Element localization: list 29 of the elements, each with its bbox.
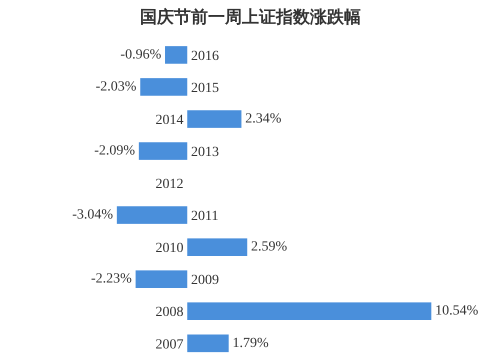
y-tick-label: 2007 bbox=[155, 337, 184, 352]
data-label: 2.59% bbox=[250, 240, 288, 255]
y-tick-label: 2014 bbox=[155, 113, 184, 128]
y-tick-label: 2011 bbox=[191, 209, 219, 224]
data-label: -0.96% bbox=[120, 47, 162, 62]
y-tick-label: 2009 bbox=[191, 273, 220, 288]
bar bbox=[138, 142, 188, 160]
data-label: 2.34% bbox=[245, 112, 282, 127]
y-tick-label: 2016 bbox=[191, 48, 220, 64]
bar bbox=[165, 46, 188, 64]
bar bbox=[187, 302, 432, 320]
bar bbox=[140, 78, 188, 96]
y-tick-label: 2008 bbox=[155, 305, 184, 320]
y-tick-label: 2015 bbox=[191, 80, 220, 96]
data-label: -3.04% bbox=[72, 208, 114, 223]
data-label: -2.09% bbox=[94, 144, 136, 159]
bar bbox=[187, 110, 242, 128]
data-label: -2.23% bbox=[91, 272, 132, 287]
bar bbox=[187, 334, 229, 352]
y-tick-label: 2012 bbox=[155, 177, 184, 192]
data-label: 1.79% bbox=[232, 336, 269, 351]
chart-title: 国庆节前一周上证指数涨跌幅 bbox=[140, 8, 361, 28]
bar bbox=[116, 206, 188, 224]
data-label: 10.54% bbox=[435, 304, 479, 319]
bar bbox=[136, 270, 188, 288]
bar bbox=[187, 238, 248, 256]
y-tick-label: 2010 bbox=[155, 241, 184, 256]
y-tick-label: 2013 bbox=[191, 145, 220, 160]
data-label: -2.03% bbox=[96, 79, 137, 94]
